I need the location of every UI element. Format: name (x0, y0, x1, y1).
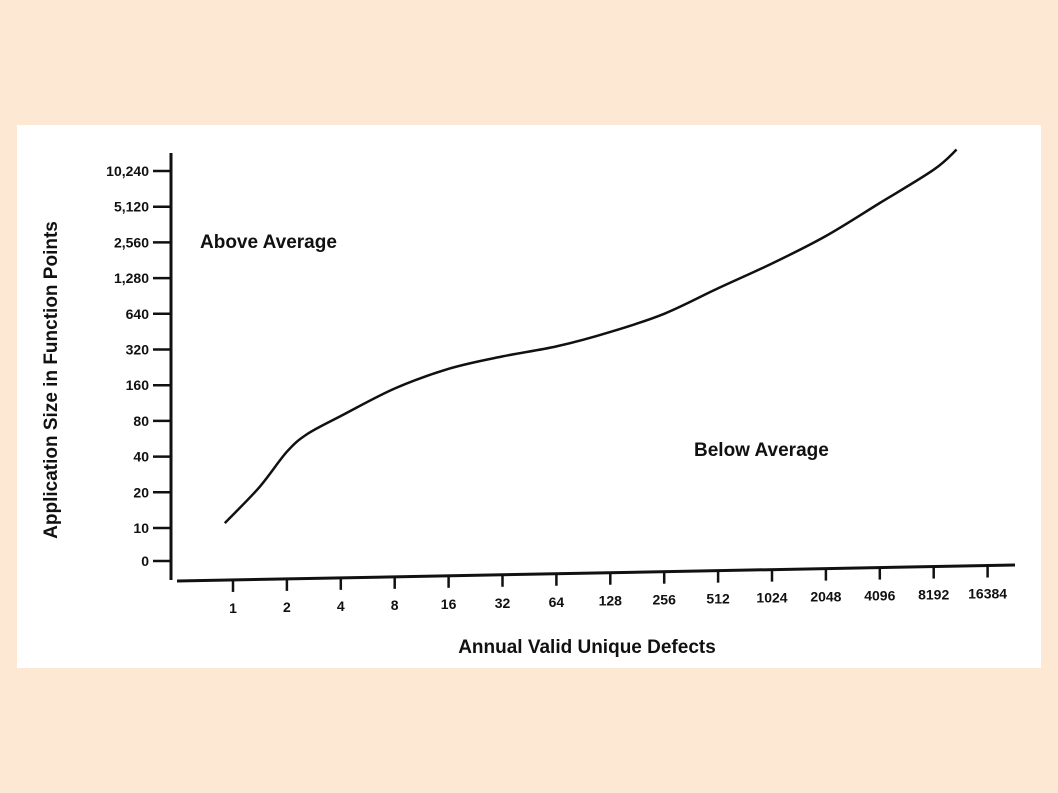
x-tick-label: 64 (549, 594, 565, 610)
x-tick-label: 16 (441, 596, 457, 612)
y-tick-label: 40 (133, 449, 149, 465)
x-axis-line (176, 563, 1016, 583)
y-tick-label: 5,120 (114, 199, 149, 215)
y-tick-label: 20 (133, 484, 149, 500)
x-tick-label: 512 (706, 591, 730, 607)
y-tick-label: 160 (126, 377, 150, 393)
annotation-below-average: Below Average (694, 440, 829, 461)
x-tick-label: 8192 (918, 587, 949, 603)
y-axis-title: Application Size in Function Points (41, 221, 62, 539)
x-tick-label: 4 (337, 598, 345, 614)
y-tick-label: 10 (133, 520, 149, 536)
x-tick-label: 2 (283, 599, 291, 615)
x-tick-label: 8 (391, 597, 399, 613)
x-tick-label: 1024 (756, 590, 787, 606)
series-line (223, 148, 958, 524)
annotation-above-average: Above Average (200, 232, 337, 253)
y-tick-label: 640 (126, 306, 150, 322)
chart-panel: 0 10 20 40 80 160 320 640 1,280 2,560 5,120 10,240 … (17, 125, 1041, 668)
x-tick-label: 4096 (864, 588, 895, 604)
x-tick-label: 256 (653, 592, 677, 608)
x-axis-title: Annual Valid Unique Defects (458, 637, 716, 658)
y-tick-label: 1,280 (114, 270, 149, 286)
y-tick-label: 320 (126, 342, 150, 358)
y-tick-label: 80 (133, 413, 149, 429)
chart-svg: 0102040801603206401,2802,5605,12010,240 … (41, 148, 1016, 658)
y-tick-label: 10,240 (106, 163, 149, 179)
x-tick-label: 32 (495, 595, 511, 611)
x-tick-label: 128 (599, 593, 623, 609)
y-tick-label: 0 (141, 553, 149, 569)
x-tick-label: 16384 (968, 586, 1007, 602)
x-tick-label: 2048 (810, 589, 841, 605)
x-tick-label: 1 (229, 600, 237, 616)
y-tick-label: 2,560 (114, 234, 149, 250)
